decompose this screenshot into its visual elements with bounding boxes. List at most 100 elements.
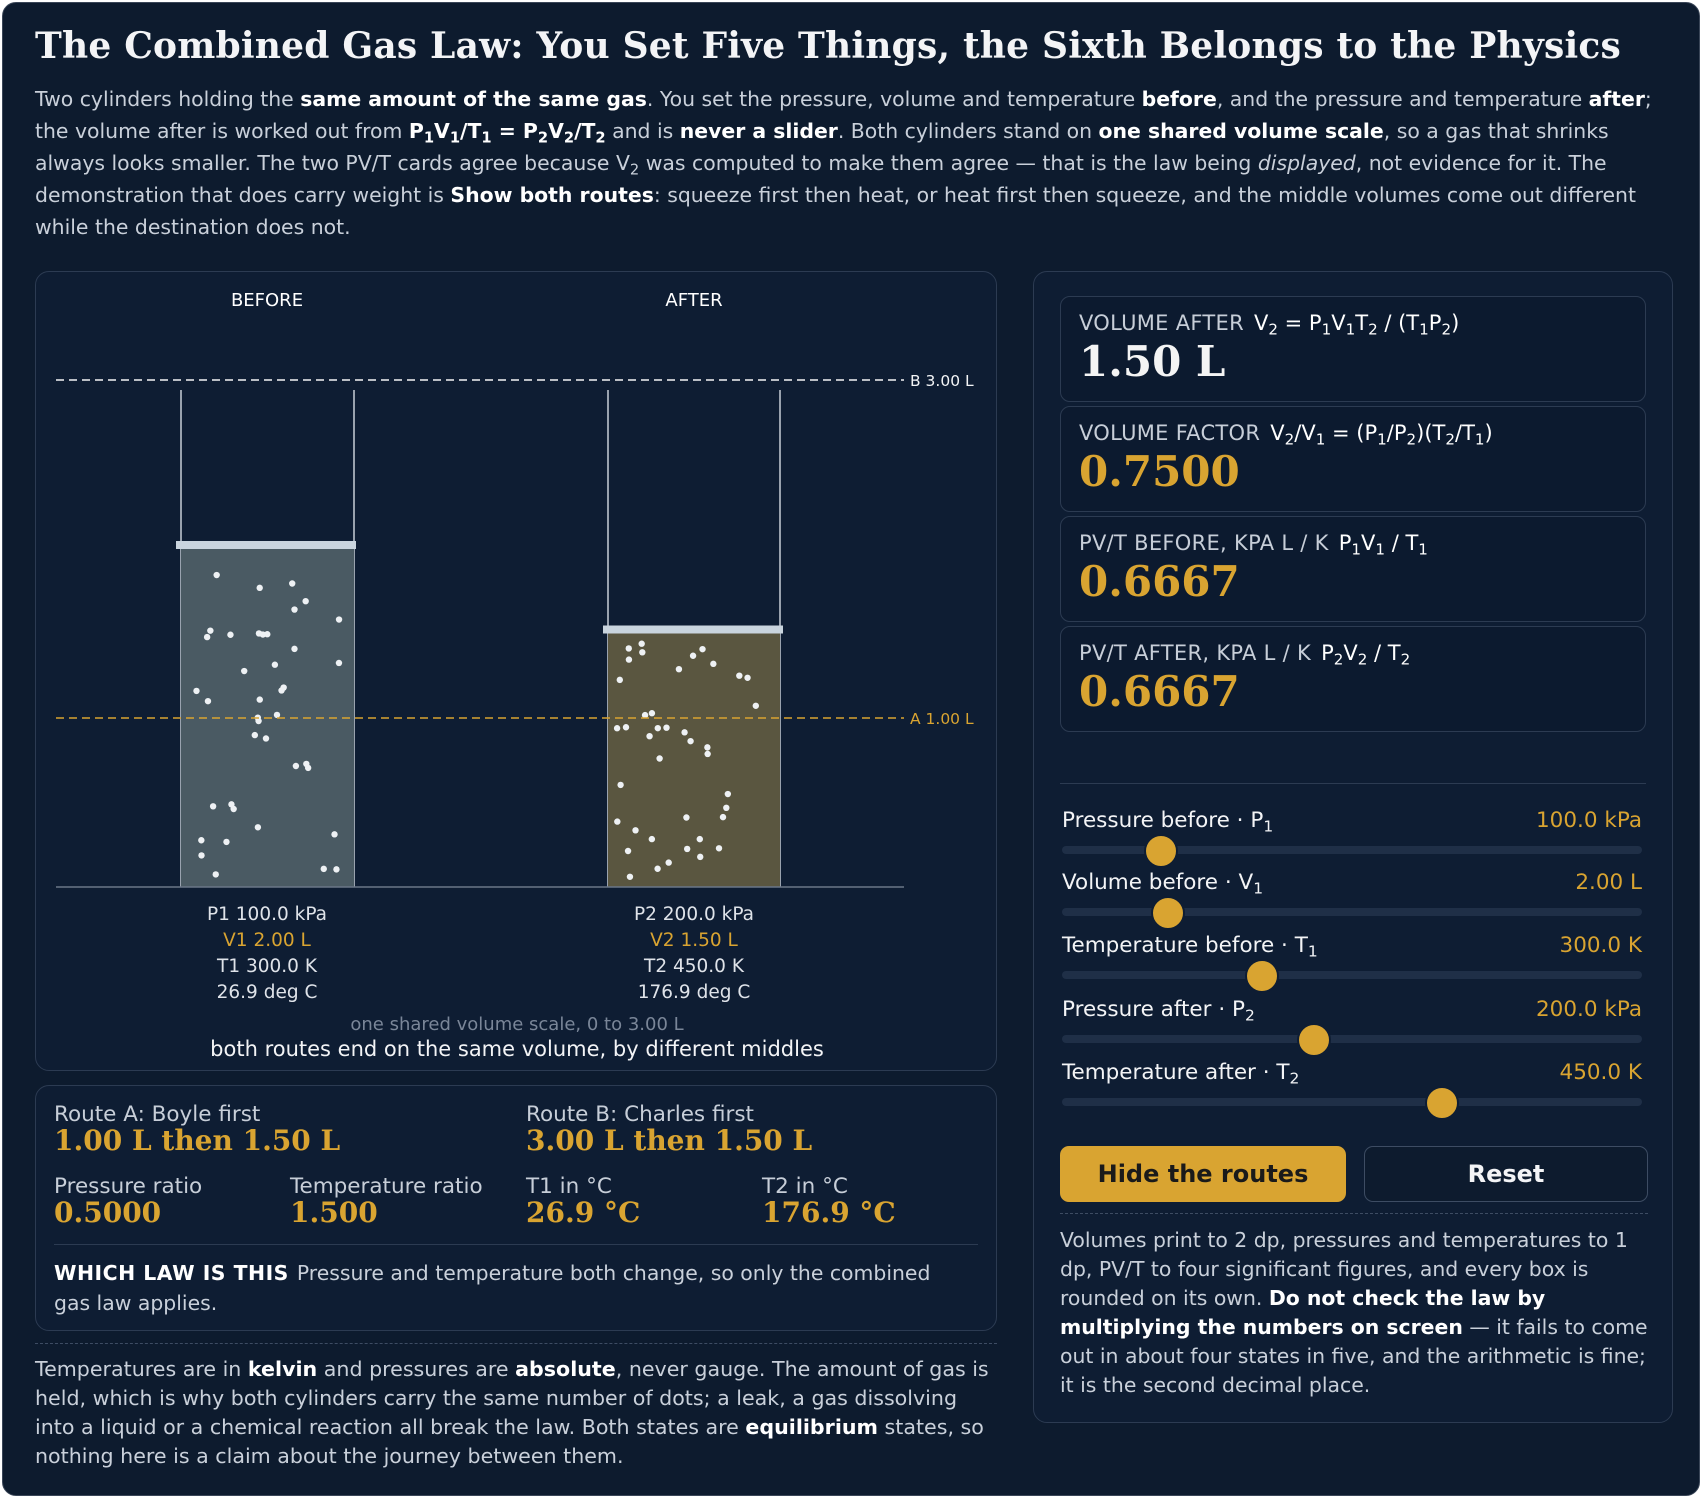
side-note-paragraph: Volumes print to 2 dp, pressures and tem…: [1060, 1226, 1650, 1400]
slider-track[interactable]: [1062, 1035, 1642, 1043]
gas-molecule: [280, 684, 287, 691]
gas-molecule: [335, 659, 343, 667]
slider-pressure-after[interactable]: Pressure after · P2 200.0 kPa: [1062, 997, 1642, 1065]
gas-molecule: [617, 781, 624, 789]
footnote-segment: , never gauge. The amount of gas is held…: [35, 1357, 989, 1439]
gas-molecule: [193, 687, 200, 695]
result-card-value: 1.50 L: [1079, 337, 1226, 386]
intro-subscript: 2: [537, 129, 549, 147]
result-card-label: VOLUME FACTOR V2/V1 = (P1/P2)(T2/T1): [1079, 421, 1493, 449]
slider-track[interactable]: [1062, 908, 1642, 916]
gas-molecule: [251, 731, 259, 739]
gas-molecule: [331, 831, 338, 838]
slider-track[interactable]: [1062, 971, 1642, 979]
slider-label: Volume before · V1: [1062, 870, 1264, 898]
gas-molecule: [625, 656, 633, 663]
slider-label: Temperature after · T2: [1062, 1060, 1299, 1086]
intro-segment: and is: [605, 119, 680, 143]
gas-molecule: [654, 865, 661, 872]
gas-molecule: [254, 824, 262, 831]
intro-segment: never a slider: [679, 119, 838, 143]
gas-molecule: [613, 725, 621, 732]
slider-thumb[interactable]: [1245, 959, 1280, 993]
temperature-ratio-value: 1.500: [290, 1196, 378, 1229]
intro-segment: one shared volume scale: [1098, 119, 1384, 143]
before-volume-label: V1 2.00 L: [223, 930, 311, 951]
before-celsius-label: 26.9 deg C: [217, 982, 318, 1003]
scale-caption: one shared volume scale, 0 to 3.00 L: [350, 1014, 683, 1035]
which-law-description: Pressure and temperature both change, so…: [54, 1261, 931, 1315]
gas-molecule: [736, 672, 743, 679]
footnote-segment: and pressures are: [317, 1357, 516, 1381]
gas-molecule: [639, 649, 646, 656]
intro-segment: : squeeze first then heat, or heat first…: [35, 183, 1636, 239]
gas-molecule: [710, 660, 717, 668]
slider-label: Pressure before · P1: [1062, 808, 1273, 834]
slider-value: 450.0 K: [1559, 1060, 1642, 1085]
before-piston[interactable]: [176, 541, 356, 549]
slider-label: Pressure after · P2: [1062, 997, 1255, 1023]
footnote-segment: absolute: [515, 1357, 616, 1381]
route-a-value: 1.00 L then 1.50 L: [54, 1124, 341, 1157]
intro-segment: displayed: [1257, 151, 1356, 175]
cards-divider: [1060, 783, 1646, 784]
route-a-line-label: A 1.00 L: [910, 710, 974, 728]
result-card-label-text: PV/T AFTER, KPA L / K: [1079, 641, 1312, 665]
intro-paragraph: Two cylinders holding the same amount of…: [35, 83, 1675, 243]
result-card-formula: P2V2 / T2: [1321, 641, 1411, 669]
gas-molecule: [273, 711, 281, 719]
gas-molecule: [744, 674, 751, 681]
gas-molecule: [227, 631, 234, 638]
gas-molecule: [259, 631, 267, 638]
gas-molecule: [654, 724, 661, 732]
gas-molecule: [198, 837, 205, 844]
gas-molecule: [715, 845, 723, 852]
slider-temperature-before[interactable]: Temperature before · T1 300.0 K: [1062, 933, 1642, 1001]
slider-thumb[interactable]: [1151, 896, 1186, 930]
after-volume-label: V2 1.50 L: [650, 930, 738, 951]
intro-segment: V: [434, 119, 450, 143]
gas-molecule: [256, 584, 263, 592]
intro-segment: after: [1588, 87, 1645, 111]
pressure-ratio-label: Pressure ratio: [54, 1174, 203, 1199]
gas-molecule: [641, 711, 649, 719]
reset-button[interactable]: Reset: [1364, 1146, 1648, 1202]
intro-segment: . Both cylinders stand on: [837, 119, 1099, 143]
gas-molecule: [241, 667, 248, 675]
slider-label-subscript: 1: [1253, 879, 1264, 898]
result-card-label-text: PV/T BEFORE, KPA L / K: [1079, 531, 1329, 555]
toggle-routes-button[interactable]: Hide the routes: [1060, 1146, 1346, 1202]
slider-thumb[interactable]: [1297, 1023, 1332, 1057]
result-card: PV/T AFTER, KPA L / K P2V2 / T2 0.6667: [1060, 626, 1646, 732]
side_note-segment: — it fails to come out in about four sta…: [1060, 1315, 1648, 1397]
intro-segment: 2: [595, 119, 605, 146]
gas-molecule: [704, 750, 711, 758]
gas-molecule: [683, 814, 690, 821]
gas-molecule: [648, 835, 656, 843]
gas-molecule: [333, 866, 340, 873]
gas-molecule: [752, 702, 760, 709]
result-card-formula: V2/V1 = (P1/P2)(T2/T1): [1270, 421, 1493, 449]
t2-celsius-label: T2 in °C: [762, 1174, 848, 1199]
gas-molecule: [622, 724, 630, 731]
slider-thumb[interactable]: [1143, 834, 1178, 868]
slider-pressure-before[interactable]: Pressure before · P1 100.0 kPa: [1062, 808, 1642, 876]
gas-molecule: [638, 640, 645, 647]
footnote-segment: equilibrium: [745, 1415, 879, 1439]
gas-molecule: [262, 735, 270, 742]
slider-track[interactable]: [1062, 846, 1642, 854]
slider-thumb[interactable]: [1424, 1086, 1459, 1120]
gas-molecule: [632, 827, 639, 834]
gas-molecule: [209, 803, 217, 810]
slider-temperature-after[interactable]: Temperature after · T2 450.0 K: [1062, 1060, 1642, 1128]
route-b-label: Route B: Charles first: [526, 1102, 754, 1127]
intro-segment: = P: [491, 119, 538, 143]
slider-track[interactable]: [1062, 1098, 1642, 1106]
after-piston[interactable]: [603, 625, 783, 634]
gas-molecule: [681, 729, 688, 736]
routes-caption: both routes end on the same volume, by d…: [210, 1037, 824, 1061]
gas-molecule: [271, 661, 279, 668]
gas-molecule: [223, 838, 230, 846]
slider-volume-before[interactable]: Volume before · V1 2.00 L: [1062, 870, 1642, 938]
footnote-segment: states, so nothing here is a claim about…: [35, 1415, 984, 1468]
